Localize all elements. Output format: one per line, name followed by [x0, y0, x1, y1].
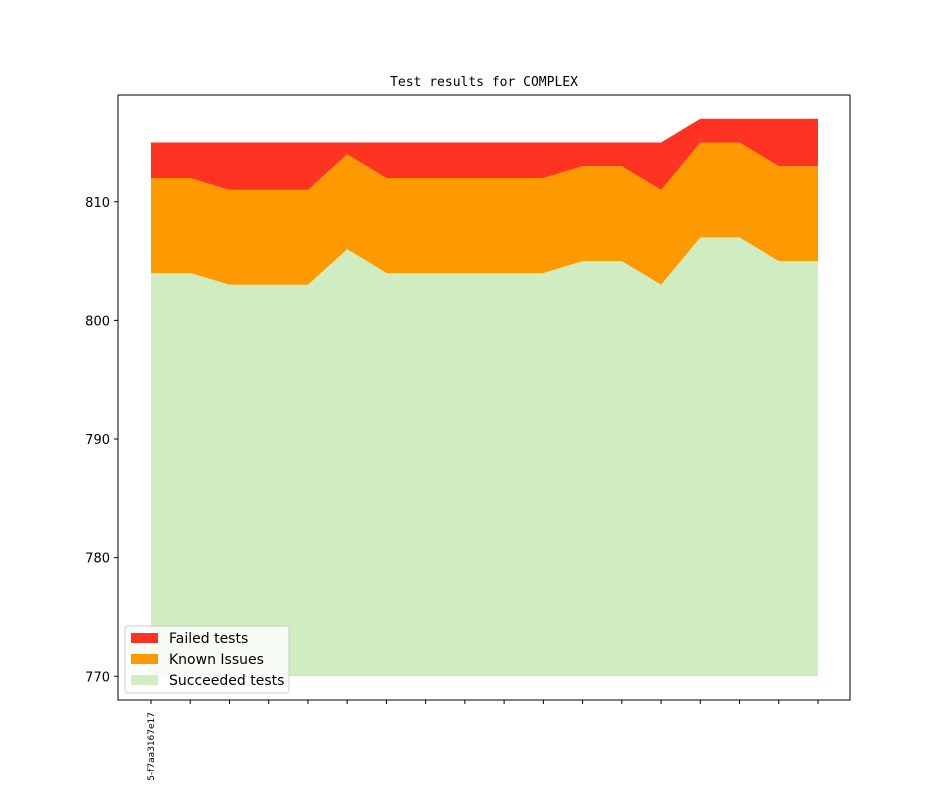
legend-label-known-issues: Known Issues — [169, 652, 264, 668]
y-tick-label: 780 — [85, 552, 110, 567]
chart-title: Test results for COMPLEX — [390, 75, 578, 90]
y-tick-label: 790 — [85, 433, 110, 448]
y-axis: 770 780 790 800 810 — [85, 196, 118, 685]
x-tick-label: 5-f7aa3167e17 — [147, 712, 157, 781]
legend-swatch-known-issues — [131, 654, 158, 664]
x-axis: 5-f7aa3167e17 — [147, 700, 819, 781]
stacked-areas — [151, 118, 818, 677]
y-tick-label: 810 — [85, 196, 110, 211]
y-tick-label: 800 — [85, 314, 110, 329]
legend-swatch-succeeded-tests — [131, 675, 158, 685]
legend-box — [124, 625, 290, 694]
area-failed-tests — [151, 118, 818, 190]
plot-frame — [117, 94, 851, 701]
area-known-issues — [151, 142, 818, 285]
area-succeeded-tests — [151, 237, 818, 677]
legend: Failed tests Known Issues Succeeded tests — [124, 625, 290, 694]
y-tick-label: 770 — [85, 670, 110, 685]
legend-label-failed-tests: Failed tests — [169, 631, 248, 647]
legend-label-succeeded-tests: Succeeded tests — [169, 673, 284, 689]
legend-swatch-failed-tests — [131, 633, 158, 643]
